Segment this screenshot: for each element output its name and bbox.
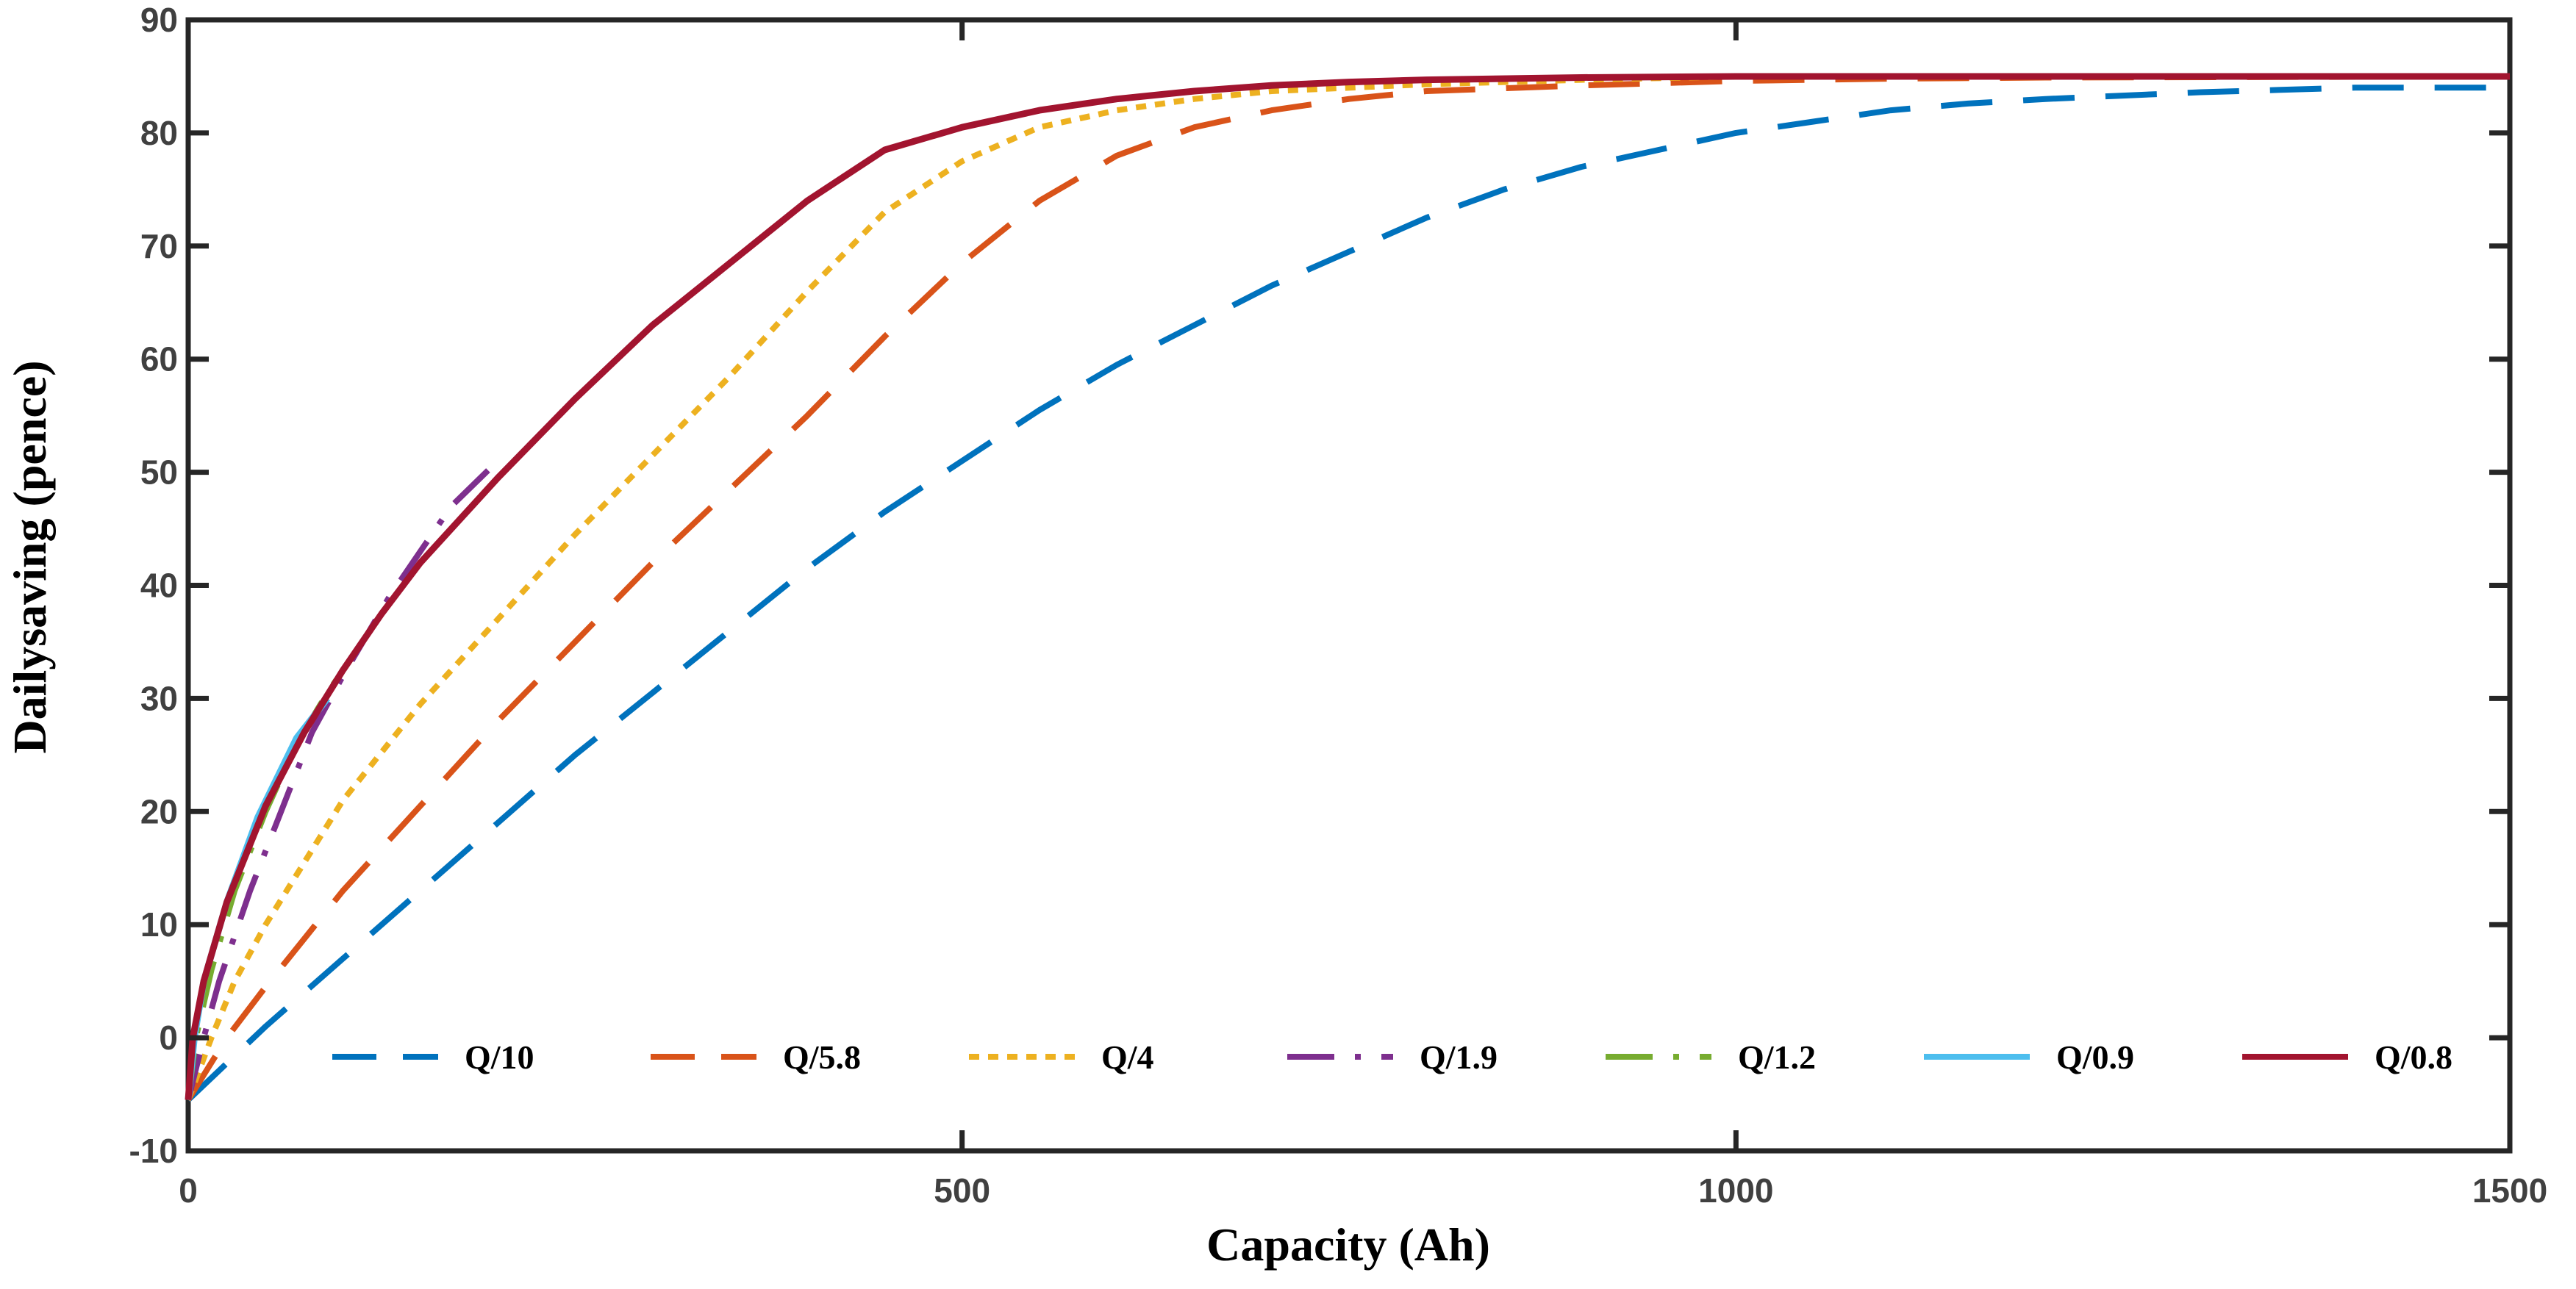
x-tick-label: 1000 xyxy=(1698,1171,1773,1210)
series-layer xyxy=(185,73,2511,1102)
x-tick-label: 1500 xyxy=(2472,1171,2547,1210)
y-tick-label: 90 xyxy=(140,1,178,39)
legend-label: Q/1.9 xyxy=(1420,1038,1498,1076)
legend-label: Q/5.8 xyxy=(783,1038,861,1076)
y-tick-label: 70 xyxy=(140,227,178,265)
x-axis-label: Capacity (Ah) xyxy=(1206,1218,1490,1271)
series-line-q-0-8 xyxy=(185,73,2510,1101)
plot-frame xyxy=(185,17,2513,1154)
series-line-q-10 xyxy=(186,85,2510,1102)
legend: Q/10 Q/5.8 Q/4 Q/1.9 Q/1.2 Q/0.9 Q/0.8 xyxy=(332,1038,2452,1076)
y-tick-label: 60 xyxy=(140,340,178,378)
y-tick-label: 20 xyxy=(140,792,178,830)
y-tick-label: 0 xyxy=(159,1019,178,1057)
y-tick-label: 30 xyxy=(140,679,178,717)
legend-label: Q/1.2 xyxy=(1738,1038,1816,1076)
y-tick-label: 80 xyxy=(140,114,178,152)
series-line-q-4 xyxy=(185,73,2510,1102)
legend-label: Q/4 xyxy=(1101,1038,1154,1076)
series-line-q-5-8 xyxy=(185,73,2511,1102)
series-line-q-1-9 xyxy=(185,459,500,1101)
legend-label: Q/10 xyxy=(465,1038,534,1076)
y-tick-label: -10 xyxy=(129,1132,178,1170)
x-tick-label: 0 xyxy=(179,1171,198,1210)
y-tick-label: 40 xyxy=(140,567,178,605)
plot-area-border xyxy=(185,17,2513,1154)
series-line-q-1-2 xyxy=(185,645,361,1101)
y-tick-label: 50 xyxy=(140,453,178,492)
legend-label: Q/0.8 xyxy=(2375,1038,2452,1076)
legend-label: Q/0.9 xyxy=(2056,1038,2134,1076)
y-tick-label: 10 xyxy=(140,905,178,944)
x-tick-label: 500 xyxy=(934,1171,990,1210)
y-axis-label: Dailysaving (pence) xyxy=(4,360,56,753)
